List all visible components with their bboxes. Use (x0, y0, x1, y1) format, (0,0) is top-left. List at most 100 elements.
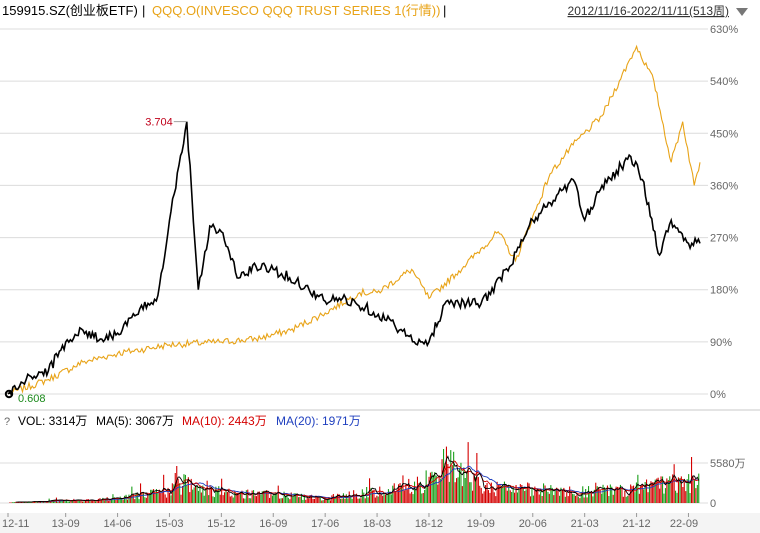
volume-bar (625, 496, 627, 503)
volume-bar (255, 496, 257, 503)
volume-bar (409, 493, 411, 503)
volume-bar (695, 488, 697, 503)
vol-ma20-label: MA(20): 1971万 (276, 414, 361, 428)
volume-bar (692, 476, 694, 503)
volume-bar (29, 502, 31, 503)
volume-bar (137, 493, 139, 503)
volume-bar (347, 498, 349, 503)
volume-bar (437, 484, 439, 503)
volume-bar (467, 442, 469, 503)
volume-bar (634, 492, 636, 503)
volume-bar (367, 497, 369, 503)
volume-bar (685, 491, 687, 503)
volume-bar (261, 491, 263, 503)
volume-bar (290, 492, 292, 503)
x-axis-labels: 12-11 13-09 14-06 15-03 15-12 16-09 17-06 18-03… (2, 513, 698, 530)
volume-bar (202, 485, 204, 503)
series-line-qqq (7, 44, 701, 396)
volume-bar (153, 489, 155, 503)
volume-bar (525, 489, 527, 503)
volume-bar (509, 490, 511, 503)
volume-bar (464, 478, 466, 503)
volume-bar (229, 496, 231, 503)
volume-bar (206, 480, 208, 503)
volume-bar (682, 487, 684, 503)
volume-bar (70, 500, 72, 503)
volume-bar (422, 493, 424, 503)
volume-bar (653, 482, 655, 503)
volume-bar (87, 499, 89, 503)
volume-bar (524, 491, 526, 503)
volume-bar (400, 485, 402, 503)
volume-bar (454, 482, 456, 503)
volume-bar (344, 498, 346, 503)
volume-bar (382, 495, 384, 503)
volume-bar (193, 487, 195, 503)
volume-bar (567, 496, 569, 503)
volume-bar (480, 487, 482, 503)
volume-bar (231, 495, 233, 503)
volume-bar (654, 479, 656, 503)
volume-bar (476, 453, 478, 503)
volume-bar (196, 485, 198, 503)
volume-bar (10, 502, 12, 503)
volume-bar (490, 482, 492, 503)
volume-bar (412, 494, 414, 503)
volume-bar (266, 490, 268, 503)
volume-bar (235, 493, 237, 503)
volume-bar (105, 498, 107, 503)
volume-bar (456, 478, 458, 503)
volume-bar (398, 484, 400, 503)
volume-bar (144, 497, 146, 503)
triangle-down-icon[interactable] (736, 8, 748, 16)
volume-bar (41, 501, 43, 503)
volume-bar (158, 489, 160, 503)
volume-bar (166, 497, 168, 503)
volume-bar (511, 492, 513, 503)
volume-bar (431, 471, 433, 503)
volume-bar (240, 491, 242, 503)
volume-bar (93, 500, 95, 503)
volume-bar (615, 486, 617, 503)
volume-bar (390, 494, 392, 503)
volume-bar (566, 491, 568, 503)
volume-bar (609, 484, 611, 503)
volume-bar (337, 493, 339, 503)
volume-bar (622, 496, 624, 503)
volume-bar (458, 468, 460, 503)
volume-bar (463, 467, 465, 503)
volume-bar (138, 499, 140, 503)
volume-bar (641, 484, 643, 503)
x-tick-label: 15-12 (207, 518, 235, 530)
volume-bar (270, 493, 272, 503)
volume-bar (586, 497, 588, 503)
volume-bar (580, 491, 582, 503)
main-ticker-label[interactable]: 159915.SZ(创业板ETF) (2, 3, 138, 18)
volume-bar (269, 497, 271, 503)
help-icon[interactable]: ? (4, 416, 10, 428)
volume-bar (598, 487, 600, 503)
volume-bar (192, 489, 194, 503)
compare-ticker-label[interactable]: QQQ.O(INVESCO QQQ TRUST SERIES 1(行情)) (152, 3, 440, 18)
date-range-label[interactable]: 2012/11/16-2022/11/11(513周) (568, 4, 729, 18)
volume-bar (672, 474, 674, 503)
volume-bar (147, 492, 149, 503)
volume-bar (440, 478, 442, 503)
volume-bar (373, 489, 375, 503)
vol-ma10-label: MA(10): 2443万 (182, 414, 267, 428)
volume-bar (108, 500, 110, 503)
volume-bar (208, 495, 210, 503)
volume-bar (582, 486, 584, 503)
volume-bar (319, 497, 321, 503)
volume-bar (167, 487, 169, 503)
volume-bar (356, 493, 358, 503)
volume-bar (340, 498, 342, 503)
volume-bar (177, 478, 179, 503)
volume-bar (651, 482, 653, 503)
volume-bar (308, 498, 310, 503)
volume-bar (659, 488, 661, 503)
volume-bar (263, 490, 265, 503)
volume-bar (296, 493, 298, 503)
volume-bar (313, 498, 315, 503)
volume-bars (9, 442, 700, 503)
